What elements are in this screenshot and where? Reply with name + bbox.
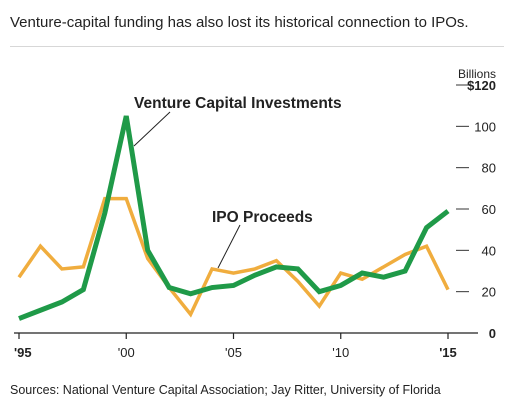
y-tick-label-80: 80: [482, 161, 496, 176]
y-axis-ticks: 0 20 40 60 80 100 $120: [456, 78, 496, 341]
title-divider: [10, 46, 504, 47]
ipo-callout-leader: [217, 224, 241, 269]
x-tick-label-2010: '10: [332, 345, 349, 360]
vc-callout-leader: [133, 111, 171, 147]
x-tick-label-2005: '05: [225, 345, 242, 360]
series-label-ipo-proceeds: IPO Proceeds: [212, 209, 313, 226]
series-line-ipo-proceeds: [17, 196, 450, 318]
series-line-venture-capital: [18, 115, 450, 321]
x-tick-label-2015: '15: [439, 345, 457, 360]
y-tick-label-0: 0: [489, 326, 496, 341]
x-tick-label-2000: '00: [118, 345, 135, 360]
x-tick-label-1995: '95: [14, 345, 32, 360]
source-note: Sources: National Venture Capital Associ…: [10, 383, 441, 397]
series-layer: [17, 115, 450, 321]
series-label-venture-capital: Venture Capital Investments: [134, 95, 342, 112]
y-tick-label-20: 20: [482, 285, 496, 300]
y-tick-label-120: $120: [467, 78, 496, 93]
y-axis-unit-label: Billions: [458, 67, 496, 81]
x-axis-ticks: '95 '00 '05 '10 '15: [14, 333, 457, 360]
y-tick-label-40: 40: [482, 243, 496, 258]
y-tick-label-100: 100: [474, 119, 496, 134]
chart-title: Venture-capital funding has also lost it…: [10, 14, 469, 31]
y-tick-label-60: 60: [482, 202, 496, 217]
